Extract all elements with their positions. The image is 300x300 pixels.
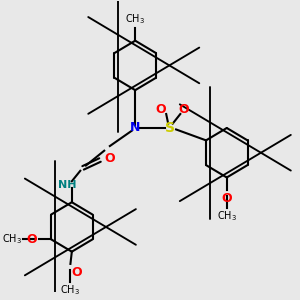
- Text: O: O: [221, 192, 232, 205]
- Text: CH$_3$: CH$_3$: [2, 232, 22, 246]
- Text: NH: NH: [58, 180, 77, 190]
- Text: O: O: [104, 152, 115, 165]
- Text: CH$_3$: CH$_3$: [60, 283, 80, 297]
- Text: O: O: [156, 103, 167, 116]
- Text: S: S: [165, 121, 176, 135]
- Text: O: O: [178, 103, 189, 116]
- Text: N: N: [130, 122, 140, 134]
- Text: O: O: [26, 233, 37, 246]
- Text: CH$_3$: CH$_3$: [125, 12, 145, 26]
- Text: CH$_3$: CH$_3$: [217, 209, 237, 223]
- Text: O: O: [71, 266, 82, 279]
